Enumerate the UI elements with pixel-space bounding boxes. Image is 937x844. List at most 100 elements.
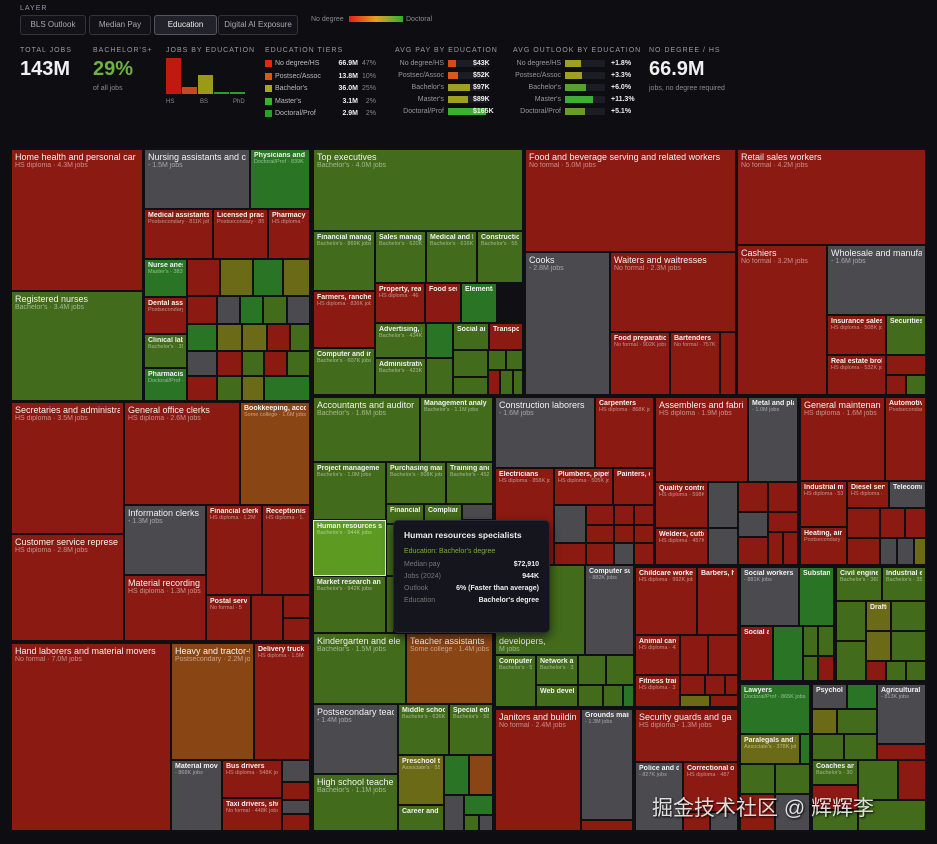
treemap-cell[interactable]	[836, 601, 866, 641]
treemap-cell[interactable]	[803, 656, 818, 681]
treemap-cell[interactable]: Registered nurses Bachelor's · 3.4M jobs	[11, 291, 143, 401]
treemap-cell[interactable]: Social anc	[453, 323, 489, 350]
treemap-cell[interactable]	[914, 538, 926, 565]
treemap-cell[interactable]: High school teache Bachelor's · 1.1M jobs	[313, 774, 398, 831]
treemap-cell[interactable]: AdministrativeBachelor's · 423K	[375, 358, 426, 395]
treemap-cell[interactable]: Nursing assistants and c - 1.5M jobs	[144, 149, 250, 209]
tab-median-pay[interactable]: Median Pay	[89, 15, 151, 35]
treemap-cell[interactable]: ReceptionistsHS diploma · 1.	[262, 505, 310, 595]
treemap-cell[interactable]: Substance	[799, 567, 834, 626]
treemap-cell[interactable]: Market research an Bachelor's · 942K jobs	[313, 576, 386, 633]
treemap-cell[interactable]	[783, 532, 798, 565]
treemap-cell[interactable]: Grounds maint - 1.3M jobs	[581, 709, 633, 820]
treemap-cell[interactable]	[837, 709, 877, 734]
treemap-cell[interactable]	[220, 259, 253, 296]
treemap-cell[interactable]	[187, 296, 217, 324]
treemap-cell[interactable]	[554, 505, 586, 543]
treemap-cell[interactable]: Computer and infoBachelor's · 607K jobs	[313, 348, 375, 395]
treemap-cell[interactable]	[614, 543, 634, 565]
treemap-cell[interactable]: Secretaries and administra HS diploma · 3…	[11, 402, 124, 534]
treemap-cell[interactable]	[847, 684, 877, 709]
treemap-cell[interactable]	[426, 358, 453, 395]
treemap-cell[interactable]: Pharmacy teHS diploma ·	[268, 209, 310, 259]
treemap-cell[interactable]	[283, 618, 310, 641]
treemap-cell[interactable]: Material moving - 868K jobs	[171, 760, 222, 831]
treemap-cell[interactable]: Delivery truck driHS diploma · 1.5M	[254, 643, 310, 760]
treemap-cell[interactable]: Industrial engBachelor's · 35	[882, 567, 926, 601]
treemap-cell[interactable]: Elementa	[461, 283, 497, 323]
treemap-cell[interactable]	[603, 685, 623, 707]
treemap-cell[interactable]	[586, 543, 614, 565]
treemap-cell[interactable]: Financial a	[386, 504, 424, 524]
treemap-cell[interactable]: Agricultural w - 813K jobs	[877, 684, 926, 744]
treemap-cell[interactable]	[513, 370, 523, 395]
treemap-cell[interactable]	[768, 532, 783, 565]
treemap-cell[interactable]: Human resources s Bachelor's · 944K jobs	[313, 520, 386, 576]
treemap-cell[interactable]	[187, 351, 217, 376]
treemap-cell[interactable]	[847, 508, 880, 538]
treemap-cell[interactable]	[847, 538, 880, 565]
treemap-cell[interactable]	[708, 635, 738, 675]
treemap-cell[interactable]: Social workers - 881K jobs	[740, 567, 799, 626]
treemap-cell[interactable]: AutomotivePostsecondar	[885, 397, 926, 481]
treemap-cell[interactable]: Nurse anesthMaster's · 383	[144, 259, 187, 297]
treemap-cell[interactable]: Fitness trainerHS diploma · 37	[635, 675, 680, 707]
treemap-cell[interactable]: Training and Bachelor's · 452	[446, 462, 493, 504]
treemap-cell[interactable]	[267, 324, 290, 351]
treemap-cell[interactable]: Plumbers, pipefittHS diploma · 505K jobs	[554, 468, 613, 505]
treemap-cell[interactable]: Information clerks - 1.3M jobs	[124, 505, 206, 575]
treemap-cell[interactable]: Career and te	[398, 805, 444, 831]
treemap-cell[interactable]	[444, 755, 469, 795]
treemap-cell[interactable]	[500, 370, 513, 395]
treemap-cell[interactable]	[217, 296, 240, 324]
treemap-cell[interactable]: Property, real eHS diploma · 46	[375, 283, 425, 323]
treemap-cell[interactable]	[812, 734, 844, 760]
treemap-cell[interactable]: Food servi	[425, 283, 461, 323]
treemap-cell[interactable]	[217, 324, 242, 351]
treemap-cell[interactable]: Material recording HS diploma · 1.3M jobs	[124, 575, 206, 641]
treemap-cell[interactable]: Computer su - 882K jobs	[585, 565, 634, 655]
treemap-cell[interactable]	[187, 259, 220, 296]
treemap-cell[interactable]: Barbers, hai	[697, 567, 738, 635]
treemap-cell[interactable]	[812, 785, 858, 810]
treemap-cell[interactable]: PharmacistsDoctoral/Prof ·	[144, 368, 187, 401]
treemap-cell[interactable]	[578, 655, 606, 685]
treemap-cell[interactable]	[282, 760, 310, 782]
tab-education[interactable]: Education	[154, 15, 217, 35]
treemap-cell[interactable]: Project manageme Bachelor's · 1.0M jobs	[313, 462, 386, 520]
treemap-cell[interactable]: Social anc	[740, 626, 773, 681]
treemap-cell[interactable]	[812, 810, 858, 831]
treemap-cell[interactable]: ConstructionBachelor's · 55	[477, 231, 523, 283]
treemap-cell[interactable]	[680, 695, 710, 707]
treemap-cell[interactable]	[623, 685, 634, 707]
treemap-cell[interactable]	[614, 525, 634, 543]
treemap-cell[interactable]	[738, 482, 768, 512]
treemap-cell[interactable]: Childcare workersHS diploma · 992K jobs	[635, 567, 697, 635]
treemap-cell[interactable]: Assemblers and fabri HS diploma · 1.9M jo…	[655, 397, 748, 482]
treemap-cell[interactable]	[877, 744, 926, 760]
treemap-cell[interactable]	[906, 375, 926, 395]
treemap-cell[interactable]	[880, 508, 905, 538]
treemap-cell[interactable]	[217, 376, 242, 401]
treemap-cell[interactable]	[462, 504, 493, 520]
treemap-cell[interactable]	[581, 820, 633, 831]
treemap-cell[interactable]	[680, 675, 705, 695]
treemap-cell[interactable]	[444, 795, 464, 831]
treemap-cell[interactable]: Advertising, prBachelor's · 434K	[375, 323, 426, 358]
treemap-cell[interactable]: Correctional of HS diploma · 487	[683, 762, 738, 812]
treemap-cell[interactable]: Transport	[489, 323, 523, 350]
treemap-cell[interactable]	[775, 764, 810, 794]
treemap-cell[interactable]: Postsecondary teac - 1.4M jobs	[313, 704, 398, 774]
treemap-cell[interactable]: Kindergarten and ele Bachelor's · 1.5M jo…	[313, 633, 406, 704]
treemap-cell[interactable]	[800, 734, 810, 764]
treemap-cell[interactable]: Cashiers No formal · 3.2M jobs	[737, 245, 827, 395]
treemap-cell[interactable]	[898, 760, 926, 800]
treemap-cell[interactable]	[634, 505, 654, 525]
treemap-cell[interactable]	[708, 482, 738, 528]
treemap-cell[interactable]	[282, 800, 310, 814]
